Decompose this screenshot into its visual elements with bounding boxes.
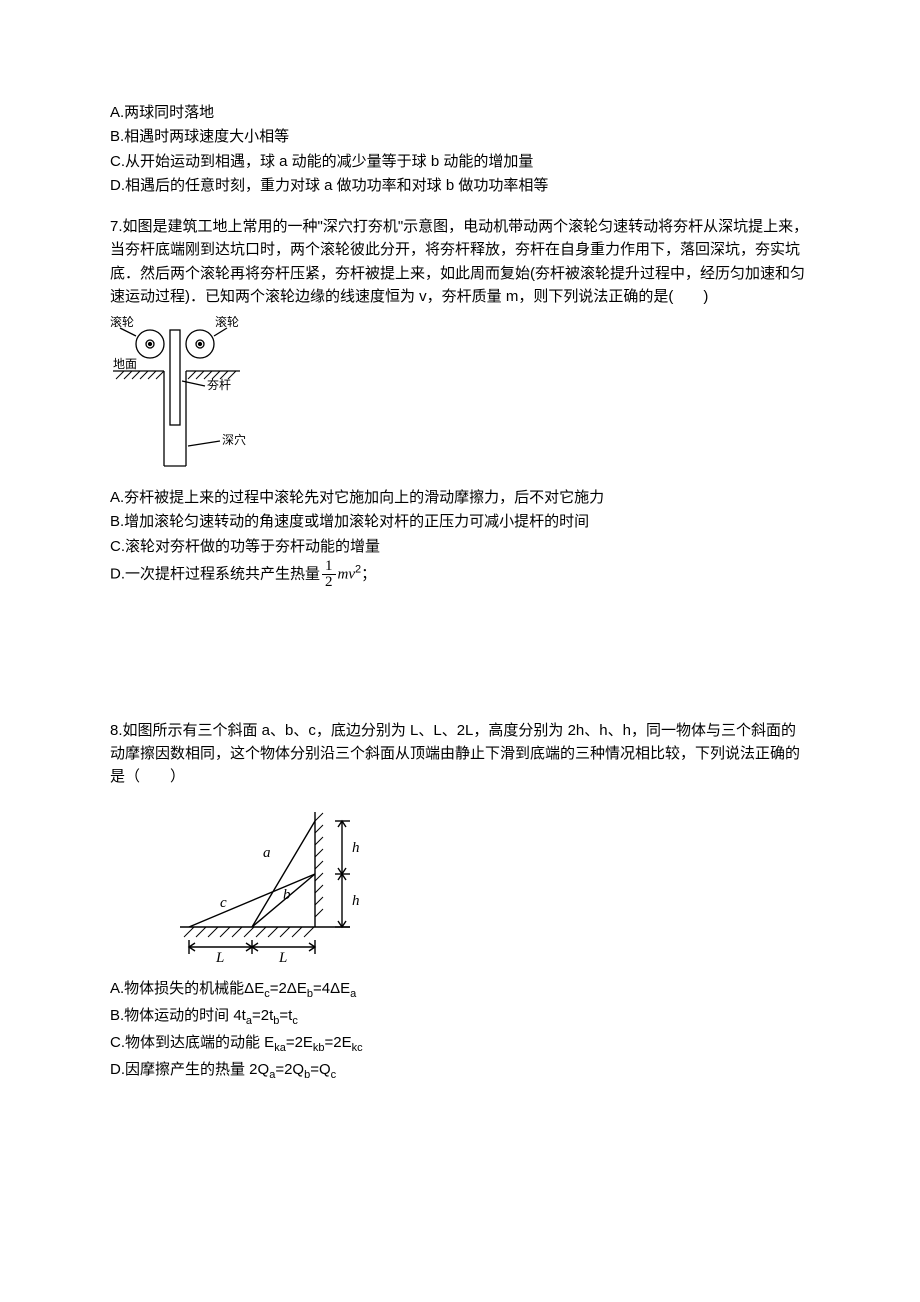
spacer (110, 591, 810, 701)
q7-option-a: A.夯杆被提上来的过程中滚轮先对它施加向上的滑动摩擦力，后不对它施力 (110, 486, 810, 509)
q7-d-pre: D.一次提杆过程系统共产生热量 (110, 565, 320, 582)
q7-label-ground: 地面 (113, 357, 137, 371)
q7-stem: 7.如图是建筑工地上常用的一种"深穴打夯机"示意图，电动机带动两个滚轮匀速转动将… (110, 215, 810, 308)
exam-page: A.两球同时落地 B.相遇时两球速度大小相等 C.从开始运动到相遇，球 a 动能… (0, 0, 920, 1302)
q8-label-b: b (283, 887, 291, 903)
q7-option-d: D.一次提杆过程系统共产生热量12mv2； (110, 559, 810, 590)
q7-option-b: B.增加滚轮匀速转动的角速度或增加滚轮对杆的正压力可减小提杆的时间 (110, 510, 810, 533)
q7-label-roller1: 滚轮 (110, 316, 134, 329)
q7-d-mv: mv (338, 566, 356, 582)
q6-option-a: A.两球同时落地 (110, 101, 810, 124)
q6-option-b: B.相遇时两球速度大小相等 (110, 125, 810, 148)
q8-svg: a b c h h L L (170, 797, 420, 967)
q7-figure: 滚轮 滚轮 地面 夯杆 深穴 (110, 316, 810, 476)
q8-stem: 8.如图所示有三个斜面 a、b、c，底边分别为 L、L、2L，高度分别为 2h、… (110, 719, 810, 789)
q8-label-h2: h (352, 893, 360, 909)
q8-label-c: c (220, 895, 227, 911)
q8-label-l2: L (278, 950, 287, 966)
q7-label-rod: 夯杆 (207, 378, 231, 392)
q7-d-post: ； (361, 565, 376, 582)
q8-label-l1: L (215, 950, 224, 966)
q6-option-d: D.相遇后的任意时刻，重力对球 a 做功功率和对球 b 做功功率相等 (110, 174, 810, 197)
q7-d-frac: 12 (322, 559, 336, 590)
q8-option-c: C.物体到达底端的动能 Eka=2Ekb=2Ekc (110, 1031, 810, 1057)
q7-option-c: C.滚轮对夯杆做的功等于夯杆动能的增量 (110, 535, 810, 558)
q8-label-h1: h (352, 840, 360, 856)
q8-option-a: A.物体损失的机械能ΔEc=2ΔEb=4ΔEa (110, 977, 810, 1003)
q8-option-d: D.因摩擦产生的热量 2Qa=2Qb=Qc (110, 1058, 810, 1084)
q8-label-a: a (263, 845, 271, 861)
q7-svg: 滚轮 滚轮 地面 夯杆 深穴 (110, 316, 280, 476)
q8-figure: a b c h h L L (170, 797, 810, 967)
q7-label-roller2: 滚轮 (215, 316, 239, 329)
q7-label-pit: 深穴 (222, 432, 246, 447)
q8-option-b: B.物体运动的时间 4ta=2tb=tc (110, 1004, 810, 1030)
q6-option-c: C.从开始运动到相遇，球 a 动能的减少量等于球 b 动能的增加量 (110, 150, 810, 173)
